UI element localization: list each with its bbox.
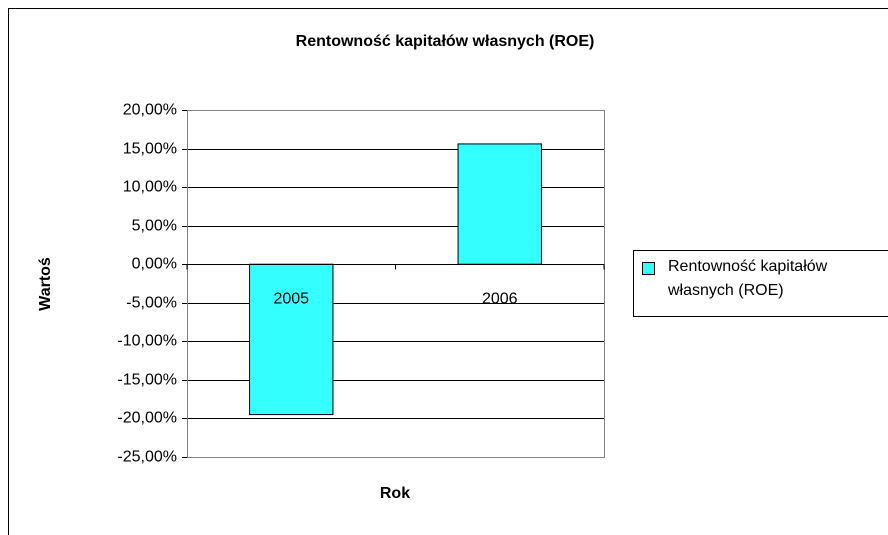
y-tick-label: -20,00% (117, 410, 177, 427)
legend-swatch (642, 262, 655, 275)
legend-box (633, 250, 888, 317)
y-tick-label: -5,00% (126, 295, 177, 312)
plot-border (187, 110, 605, 458)
legend-label: Rentowność kapitałów własnych (ROE) (668, 258, 828, 299)
y-axis-label: Wartoś (37, 257, 54, 311)
chart-title: Rentowność kapitałów własnych (ROE) (296, 33, 595, 50)
bar (249, 263, 334, 416)
y-tick-label: -15,00% (117, 372, 177, 389)
y-tick-label: 0,00% (132, 256, 177, 273)
y-tick-label: 10,00% (123, 179, 177, 196)
y-tick-label: 5,00% (132, 218, 177, 235)
y-tick-label: 20,00% (123, 102, 177, 119)
bar (457, 143, 542, 265)
x-tick-label: 2005 (273, 291, 309, 308)
y-tick-label: -10,00% (117, 333, 177, 350)
y-tick-label: -25,00% (117, 449, 177, 466)
chart-border (8, 8, 888, 535)
x-axis-label: Rok (380, 485, 410, 502)
x-tick-label: 2006 (482, 291, 518, 308)
y-tick-label: 15,00% (123, 141, 177, 158)
